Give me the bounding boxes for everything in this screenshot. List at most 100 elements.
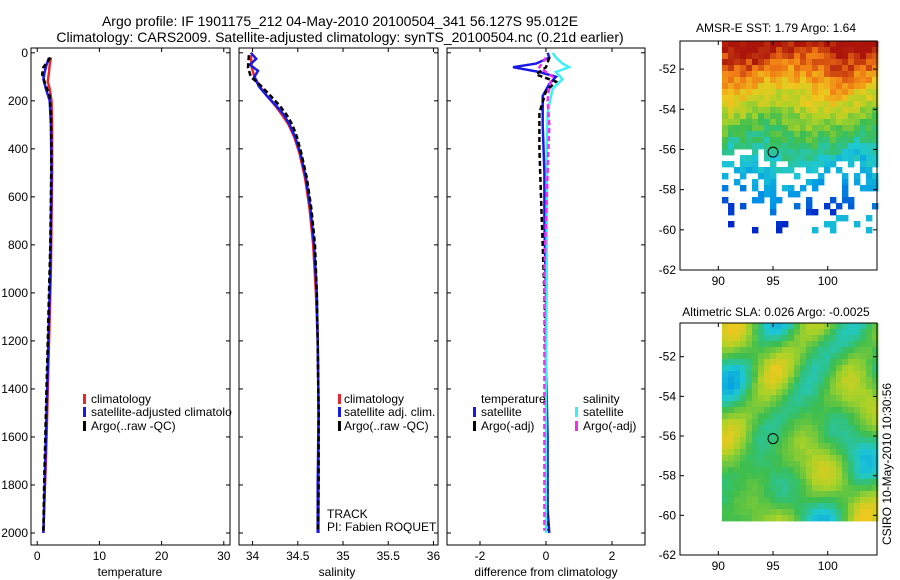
map-cell	[782, 107, 789, 114]
map-cell	[842, 329, 849, 336]
map-cell	[722, 389, 729, 396]
map-cell	[770, 359, 777, 366]
map-cell	[854, 341, 861, 348]
map-cell	[764, 461, 771, 468]
map-cell	[782, 413, 789, 420]
map-cell	[794, 389, 801, 396]
map-cell	[806, 491, 813, 498]
map-cell	[794, 515, 801, 522]
map-cell	[866, 431, 873, 438]
map-cell	[812, 395, 819, 402]
map-cell	[800, 113, 807, 120]
map-cell	[770, 119, 777, 126]
map-cell	[734, 167, 741, 174]
map-cell	[800, 83, 807, 90]
legend-label: climatology	[91, 392, 151, 406]
map-cell	[764, 425, 771, 432]
map-cell	[872, 359, 879, 366]
map-cell	[842, 371, 849, 378]
map-cell	[794, 437, 801, 444]
map-cell	[866, 341, 873, 348]
map-cell	[758, 455, 765, 462]
map-cell	[854, 401, 861, 408]
map-cell	[794, 191, 801, 198]
map-cell	[770, 113, 777, 120]
map-cell	[776, 95, 783, 102]
map-cell	[830, 377, 837, 384]
y-tick-label: 1400	[1, 382, 28, 396]
map-cell	[872, 395, 879, 402]
map-cell	[854, 53, 861, 60]
map-cell	[770, 161, 777, 168]
map-cell	[800, 407, 807, 414]
map-cell	[776, 467, 783, 474]
map-cell	[740, 353, 747, 360]
map-cell	[758, 71, 765, 78]
map-cell	[800, 347, 807, 354]
map-cell	[842, 497, 849, 504]
map-cell	[818, 431, 825, 438]
map-cell	[836, 437, 843, 444]
map-cell	[788, 509, 795, 516]
map-cell	[812, 131, 819, 138]
map-cell	[836, 65, 843, 72]
map-cell	[854, 149, 861, 156]
map-cell	[764, 491, 771, 498]
map-cell	[770, 509, 777, 516]
map-cell	[734, 455, 741, 462]
map-cell	[860, 83, 867, 90]
map-cell	[866, 347, 873, 354]
map-cell	[818, 131, 825, 138]
map-cell	[806, 449, 813, 456]
map-cell	[866, 131, 873, 138]
map-cell	[782, 329, 789, 336]
map-cell	[842, 89, 849, 96]
map-cell	[764, 101, 771, 108]
map-cell	[824, 395, 831, 402]
map-cell	[788, 419, 795, 426]
map-cell	[824, 383, 831, 390]
x-tick-label: 0	[34, 549, 41, 563]
legend-swatch-climatology	[338, 394, 341, 404]
map-cell	[752, 407, 759, 414]
map-cell	[848, 443, 855, 450]
map-cell	[722, 347, 729, 354]
map-cell	[830, 341, 837, 348]
map-cell	[806, 125, 813, 132]
map-cell	[830, 209, 837, 216]
map-cell	[818, 419, 825, 426]
map-cell	[752, 419, 759, 426]
map-cell	[824, 377, 831, 384]
map-cell	[842, 413, 849, 420]
map-cell	[776, 473, 783, 480]
map-cell	[728, 491, 735, 498]
map-cell	[794, 41, 801, 48]
map-cell	[830, 467, 837, 474]
map-cell	[836, 491, 843, 498]
map-cell	[806, 77, 813, 84]
map-cell	[746, 503, 753, 510]
map-cell	[776, 149, 783, 156]
map-cell	[752, 353, 759, 360]
map-cell	[722, 419, 729, 426]
map-cell	[770, 101, 777, 108]
map-cell	[848, 107, 855, 114]
map-cell	[788, 389, 795, 396]
map-cell	[794, 155, 801, 162]
x-tick-label: 36	[427, 549, 441, 563]
legend: climatology satellite-adjusted climatolo…	[83, 392, 232, 433]
map-cell	[860, 509, 867, 516]
map-cell	[818, 515, 825, 522]
map-cell	[812, 431, 819, 438]
map-cell	[866, 461, 873, 468]
map-cell	[758, 515, 765, 522]
map-cell	[752, 197, 759, 204]
float-position-marker	[767, 433, 779, 445]
map-cell	[788, 473, 795, 480]
map-cell	[812, 107, 819, 114]
map-cell	[836, 377, 843, 384]
map-cell	[770, 59, 777, 66]
map-cell	[722, 395, 729, 402]
map-cell	[818, 491, 825, 498]
map-cell	[728, 383, 735, 390]
